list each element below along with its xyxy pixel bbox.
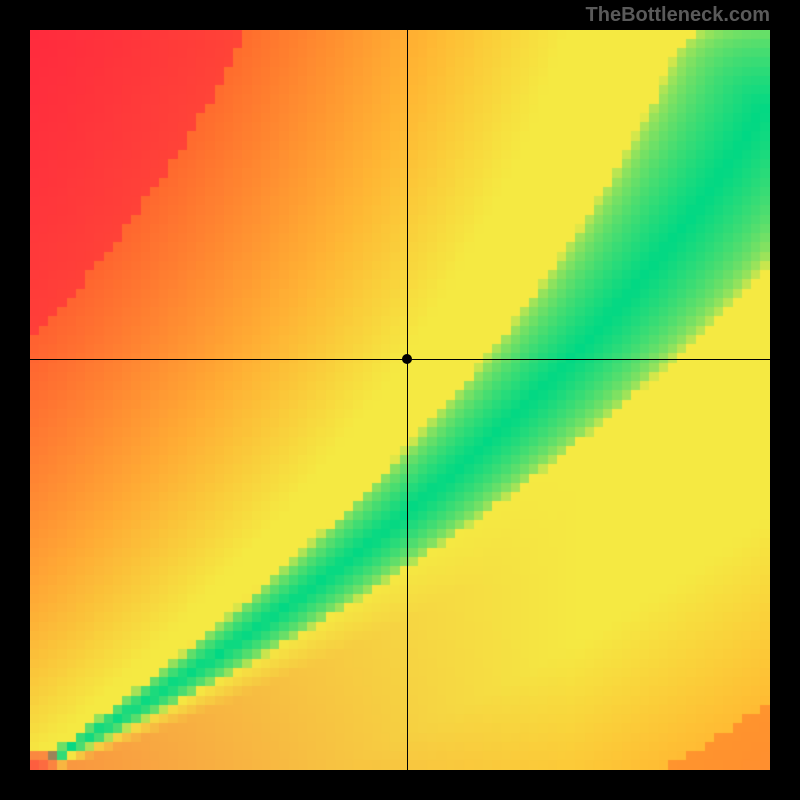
crosshair-vertical [407,30,408,770]
crosshair-horizontal [30,359,770,360]
heatmap-canvas [30,30,770,770]
marker-dot [402,354,412,364]
heatmap-chart [30,30,770,770]
watermark-text: TheBottleneck.com [586,4,770,27]
